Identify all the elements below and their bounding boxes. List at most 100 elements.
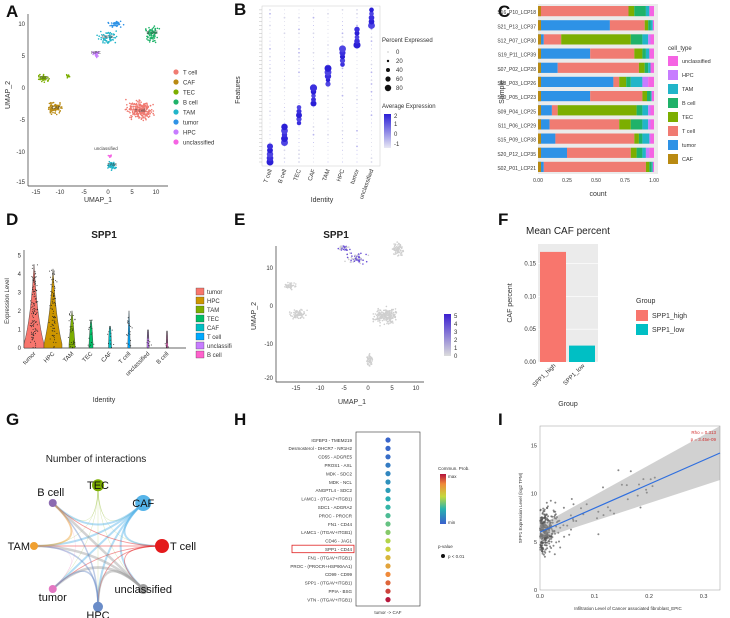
e-cell-dot xyxy=(368,360,370,363)
e-cell-dot xyxy=(387,311,390,313)
e-cell-dot xyxy=(366,362,369,364)
e-cell-dot xyxy=(399,245,402,247)
f-xtick: SPP1_low xyxy=(563,363,587,387)
e-cell-dot xyxy=(337,247,340,250)
a-cell-dot xyxy=(158,27,161,30)
i-point xyxy=(546,531,549,534)
a-cell-dot xyxy=(104,42,106,44)
a-cell-dot xyxy=(108,164,111,167)
panel-e-featureplot: SPP1 UMAP_2 UMAP_1 -15 -10 -5 0 5 10 100-10-2… xyxy=(251,230,458,406)
i-point xyxy=(558,540,560,543)
panel-b-dotplot: Features Identity T cell B cell TEC CAF TAM H… xyxy=(235,5,436,204)
d-point xyxy=(34,333,36,335)
d-point xyxy=(34,340,35,342)
f-bar xyxy=(569,345,595,362)
a-cell-dot xyxy=(116,25,118,28)
a-cell-dot xyxy=(146,110,148,113)
b-dot xyxy=(356,118,358,120)
b-dot xyxy=(356,9,358,11)
e-cell-dot xyxy=(346,256,349,259)
d-point xyxy=(51,308,53,310)
a-cell-dot xyxy=(141,111,144,114)
i-point xyxy=(609,509,612,512)
d-violin xyxy=(127,310,131,349)
e-scale-tick: 5 xyxy=(454,314,458,320)
a-cell-dot xyxy=(152,34,155,37)
b-dot xyxy=(284,153,285,155)
d-point xyxy=(130,340,131,341)
b-dot xyxy=(327,122,329,124)
d-point xyxy=(54,305,56,307)
d-point xyxy=(107,333,109,335)
a-cell-dot xyxy=(147,39,149,41)
d-point xyxy=(52,281,54,283)
e-cell-dot xyxy=(398,247,401,250)
a-ytick: 5 xyxy=(22,54,26,60)
e-cell-dot xyxy=(391,321,393,324)
i-xtick: 0.2 xyxy=(645,594,653,600)
d-point xyxy=(34,273,36,275)
c-bar-segment xyxy=(649,133,651,144)
b-dot xyxy=(312,51,315,54)
c-bar-segment xyxy=(561,34,631,45)
b-dot xyxy=(356,129,358,132)
d-point xyxy=(55,317,56,318)
d-point xyxy=(31,306,33,308)
e-cell-dot xyxy=(379,313,381,315)
d-legend-label: CAF xyxy=(207,326,219,332)
c-bar-segment xyxy=(628,6,635,17)
d-legend-swatch xyxy=(195,314,205,323)
b-pct-swatch xyxy=(384,84,392,92)
d-point xyxy=(30,333,32,335)
b-dot xyxy=(325,81,331,87)
a-cell-dot xyxy=(110,39,112,42)
e-cell-dot xyxy=(378,313,380,316)
d-point xyxy=(31,302,33,303)
e-cell-dot xyxy=(296,310,298,312)
i-xtick: 0.3 xyxy=(700,594,708,600)
c-xtick: 0.50 xyxy=(591,178,601,184)
c-bar-segment xyxy=(630,76,643,87)
a-legend-label: CAF xyxy=(183,80,195,86)
b-dot xyxy=(371,134,372,136)
b-dot xyxy=(342,91,343,93)
d-point xyxy=(32,287,34,289)
b-dot xyxy=(269,142,271,143)
b-dot xyxy=(371,87,372,89)
d-point xyxy=(128,324,130,326)
b-dot xyxy=(371,126,372,128)
b-dot xyxy=(310,100,317,107)
d-point xyxy=(126,342,128,344)
h-pair-label: SDC1 - ADGRA2 xyxy=(318,505,353,510)
e-cell-dot xyxy=(341,247,343,249)
b-dot xyxy=(284,48,285,50)
a-cell-dot xyxy=(150,108,153,111)
d-point xyxy=(52,273,54,275)
a-cell-dot xyxy=(118,23,120,25)
c-sample-label: S16_P10_LCP18 xyxy=(497,10,536,16)
f-xlabel: Group xyxy=(558,401,578,408)
a-cell-dot xyxy=(146,36,149,38)
d-point xyxy=(71,344,73,345)
g-node-label: CAF xyxy=(132,498,154,510)
c-bar-segment xyxy=(538,48,591,59)
a-cell-dot xyxy=(67,74,70,77)
c-bar-segment xyxy=(630,119,643,130)
b-dot xyxy=(269,64,271,65)
b-dot xyxy=(371,110,372,112)
a-cell-dot xyxy=(147,32,149,35)
d-point xyxy=(34,346,36,348)
a-cell-dot xyxy=(96,53,98,55)
b-dot xyxy=(298,103,300,104)
c-bar-segment xyxy=(651,91,654,102)
c-bar-caf xyxy=(538,34,541,45)
b-dot xyxy=(283,87,286,89)
e-cell-dot xyxy=(384,313,386,316)
g-node-label: tumor xyxy=(39,592,67,604)
c-bar-segment xyxy=(650,20,653,31)
c-bar-segment xyxy=(648,76,654,87)
i-point xyxy=(554,501,557,504)
a-cell-dot xyxy=(47,76,49,79)
d-point xyxy=(53,335,55,336)
d-point xyxy=(32,332,34,334)
